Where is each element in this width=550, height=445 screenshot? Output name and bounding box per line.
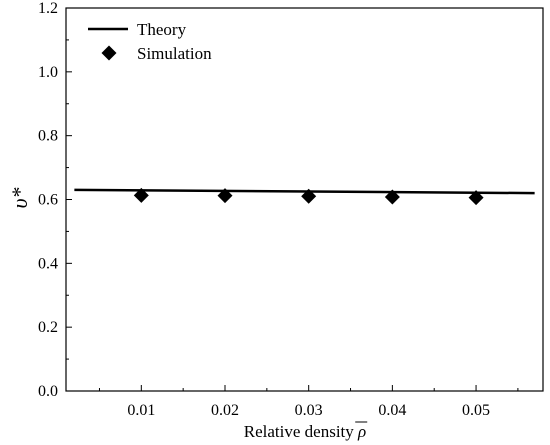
y-tick-label: 1.2 — [38, 0, 58, 17]
y-tick-label: 0.0 — [38, 383, 58, 400]
y-tick-label: 1.0 — [38, 64, 58, 81]
y-tick-label: 0.6 — [38, 192, 58, 209]
x-axis-label-symbol: ρ — [357, 422, 366, 441]
theory-line — [74, 188, 535, 195]
x-axis-label: Relative density ρ — [244, 422, 366, 441]
legend-simulation-label: Simulation — [137, 44, 212, 63]
x-axis-label-text: Relative density — [244, 422, 358, 441]
x-axis-ticks: 0.01 0.02 0.03 0.04 0.05 — [98, 385, 519, 419]
y-tick-label: 0.4 — [38, 255, 58, 272]
x-tick-label: 0.04 — [378, 402, 406, 419]
legend-simulation-marker — [101, 45, 117, 61]
y-tick-label: 0.2 — [38, 319, 58, 336]
series-layer — [74, 187, 535, 206]
y-axis-ticks: 0.0 0.2 0.4 0.6 0.8 1.0 1.2 — [38, 0, 72, 400]
x-tick-label: 0.05 — [462, 402, 490, 419]
x-tick-label: 0.01 — [127, 402, 155, 419]
simulation-point — [468, 190, 484, 206]
simulation-point — [133, 187, 149, 203]
x-tick-label: 0.02 — [211, 402, 239, 419]
x-tick-label: 0.03 — [295, 402, 323, 419]
legend-theory-label: Theory — [137, 20, 187, 39]
simulation-point — [217, 188, 233, 204]
y-axis-label: υ* — [7, 187, 32, 208]
simulation-point — [301, 188, 317, 204]
simulation-point — [384, 189, 400, 205]
y-tick-label: 0.8 — [38, 128, 58, 145]
legend: Theory Simulation — [88, 20, 212, 63]
